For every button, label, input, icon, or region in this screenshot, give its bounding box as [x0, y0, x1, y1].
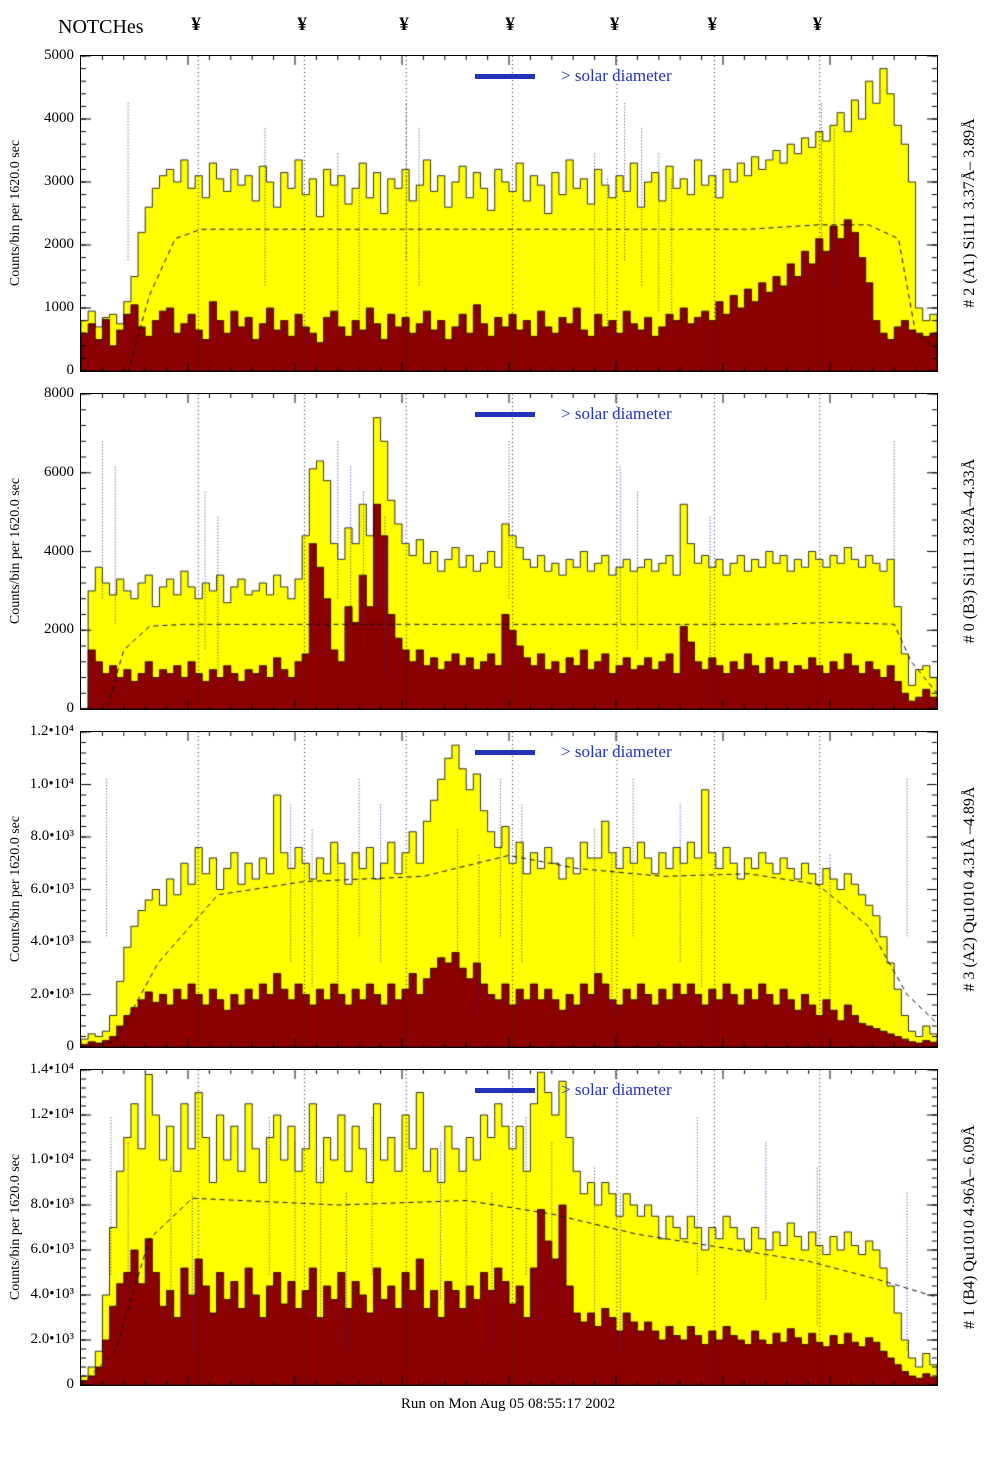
solar-diameter-label: > solar diameter	[561, 66, 672, 85]
solar-diameter-label: > solar diameter	[561, 404, 672, 423]
histogram-canvas	[81, 394, 937, 709]
y-tick-label: 0	[66, 362, 75, 378]
notch-symbol-4: ¥	[505, 14, 515, 35]
solar-diameter-bar	[475, 411, 535, 417]
histogram-canvas	[81, 56, 937, 371]
notch-symbol-2: ¥	[297, 14, 307, 35]
notch-symbol-7: ¥	[812, 14, 823, 35]
plot-area: > solar diameter	[80, 731, 938, 1048]
y-tick-label: 1.2•10⁴	[29, 723, 74, 739]
plot-area: > solar diameter	[80, 55, 938, 372]
y-tick-label: 4000	[44, 110, 74, 126]
y-tick-label: 0	[66, 1376, 75, 1392]
y-tick-label: 4.0•10³	[30, 1286, 75, 1302]
y-tick-label: 4000	[44, 542, 74, 559]
y-tick-label: 6.0•10³	[30, 1241, 75, 1257]
y-tick-label: 2.0•10³	[30, 985, 75, 1002]
y-tick-label: 8000	[44, 385, 74, 401]
y-tick-label: 3000	[44, 173, 74, 189]
solar-diameter-legend: > solar diameter	[475, 66, 672, 86]
y-tick-label: 6.0•10³	[30, 880, 75, 897]
notch-symbol-1: ¥	[191, 14, 201, 35]
y-tick-label: 8.0•10³	[30, 1196, 75, 1212]
y-tick-label: 2.0•10³	[30, 1331, 75, 1347]
plot-area: > solar diameter	[80, 1069, 938, 1386]
run-caption: Run on Mon Aug 05 08:55:17 2002	[400, 1396, 616, 1412]
channel-label: # 1 (B4) Qu1010 4.96Å– 6.09Å	[961, 1124, 978, 1329]
channel-label: # 0 (B3) Si111 3.82Å–4.33Å	[961, 458, 978, 643]
notches-title: NOTCHes	[58, 16, 144, 38]
solar-diameter-legend: > solar diameter	[475, 742, 672, 762]
channel-label: # 3 (A2) Qu1010 4.31Å –4.89Å	[961, 786, 978, 991]
solar-diameter-legend: > solar diameter	[475, 404, 672, 424]
y-axis-label: Counts/bin per 1620.0 sec	[8, 1153, 23, 1300]
y-tick-label: 2000	[44, 621, 74, 638]
channel-label: # 2 (A1) Si111 3.37Å– 3.89Å	[961, 117, 978, 308]
solar-diameter-bar	[475, 73, 535, 79]
y-tick-label: 1.2•10⁴	[29, 1106, 74, 1122]
y-tick-label: 0	[66, 1038, 75, 1054]
notch-symbol-3: ¥	[399, 14, 409, 35]
y-tick-label: 0	[66, 700, 75, 716]
y-tick-label: 1000	[44, 299, 74, 315]
solar-diameter-bar	[475, 1087, 535, 1093]
y-tick-label: 1.4•10⁴	[29, 1061, 74, 1077]
solar-diameter-bar	[475, 749, 535, 755]
solar-diameter-label: > solar diameter	[561, 742, 672, 761]
y-tick-label: 8.0•10³	[30, 828, 75, 844]
y-tick-label: 4.0•10³	[30, 933, 75, 949]
notch-symbol-5: ¥	[609, 14, 620, 35]
solar-diameter-legend: > solar diameter	[475, 1080, 672, 1100]
y-tick-label: 5000	[44, 47, 74, 63]
solar-diameter-label: > solar diameter	[561, 1080, 672, 1099]
plot-area: > solar diameter	[80, 393, 938, 710]
histogram-canvas	[81, 732, 937, 1047]
y-tick-label: 1.0•10⁴	[29, 1151, 74, 1167]
notch-symbol-6: ¥	[707, 14, 717, 35]
histogram-canvas	[81, 1070, 937, 1385]
y-axis-label: Counts/bin per 1620.0 sec	[8, 139, 23, 286]
y-tick-label: 6000	[44, 463, 74, 480]
y-tick-label: 2000	[44, 236, 74, 252]
y-tick-label: 1.0•10⁴	[29, 775, 74, 792]
